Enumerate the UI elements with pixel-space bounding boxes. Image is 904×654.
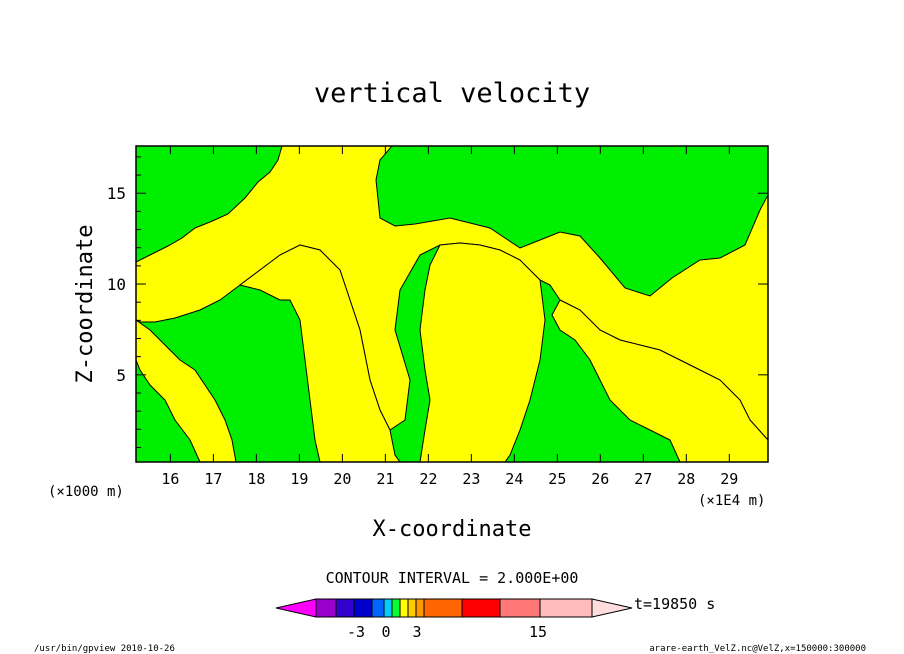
colorbar-label: -3 — [347, 623, 365, 641]
colorbar-upper-extension — [591, 598, 633, 618]
colorbar-segment — [371, 598, 385, 618]
colorbar-segment — [391, 598, 401, 618]
x-unit-right: (×1E4 m) — [698, 493, 765, 509]
y-tick-label: 5 — [116, 366, 126, 385]
footer-right: arare-earth_VelZ.nc@VelZ,x=150000:300000 — [649, 644, 866, 654]
center-column — [238, 244, 401, 462]
x-unit-left: (×1000 m) — [48, 484, 124, 500]
time-label: t=19850 s — [634, 595, 715, 613]
y-axis: 5 10 15 — [107, 156, 768, 448]
colorbar-label: 3 — [412, 623, 421, 641]
y-tick-label: 10 — [107, 275, 126, 294]
colorbar-segment — [383, 598, 393, 618]
x-tick-label: 26 — [591, 470, 609, 488]
x-axis-label: X-coordinate — [373, 517, 532, 542]
plot-frame — [135, 145, 769, 463]
colorbar-segment — [499, 598, 541, 618]
y-axis-label: Z-coordinate — [73, 225, 98, 384]
colorbar-segment — [335, 598, 355, 618]
x-tick-label: 28 — [677, 470, 695, 488]
colorbar-segment — [415, 598, 425, 618]
colorbar-segment — [399, 598, 409, 618]
colorbar-label: 0 — [381, 623, 390, 641]
right-yellow-region — [551, 299, 768, 462]
colorbar-segment — [423, 598, 463, 618]
colorbar-label: 15 — [529, 623, 547, 641]
colorbar: -3 0 3 15 — [275, 598, 633, 641]
colorbar-segment — [353, 598, 373, 618]
x-tick-label: 18 — [247, 470, 265, 488]
x-tick-label: 27 — [634, 470, 652, 488]
footer-left: /usr/bin/gpview 2010-10-26 — [34, 644, 175, 654]
colorbar-segment — [461, 598, 501, 618]
contour-interval-label: CONTOUR INTERVAL = 2.000E+00 — [326, 569, 579, 587]
x-tick-label: 22 — [419, 470, 437, 488]
x-tick-label: 20 — [333, 470, 351, 488]
x-tick-label: 23 — [462, 470, 480, 488]
x-tick-label: 21 — [376, 470, 394, 488]
colorbar-segment — [407, 598, 417, 618]
x-tick-label: 29 — [720, 470, 738, 488]
colorbar-segment — [315, 598, 337, 618]
x-axis: 16 17 18 19 20 21 22 23 24 25 26 27 28 29 — [161, 146, 738, 488]
colorbar-lower-extension — [275, 598, 317, 618]
chart-title: vertical velocity — [314, 78, 590, 109]
colorbar-segment — [539, 598, 593, 618]
plot-area — [135, 145, 769, 463]
mid-yellow-patch — [419, 242, 546, 462]
y-tick-label: 15 — [107, 184, 126, 203]
x-tick-label: 19 — [290, 470, 308, 488]
x-tick-label: 16 — [161, 470, 179, 488]
x-tick-label: 25 — [548, 470, 566, 488]
x-tick-label: 17 — [204, 470, 222, 488]
x-tick-label: 24 — [505, 470, 523, 488]
left-yellow-patch — [136, 319, 237, 462]
